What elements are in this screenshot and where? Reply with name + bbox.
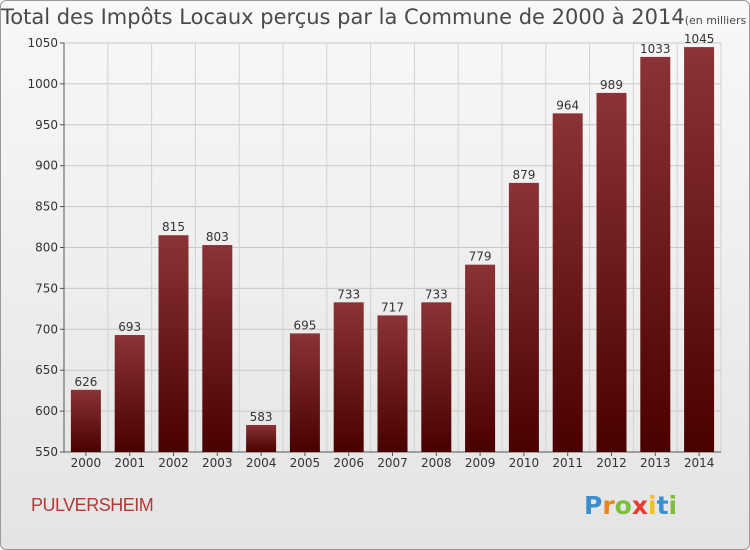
x-tick-label-2013: 2013 (640, 456, 671, 470)
y-tick-label: 650 (35, 363, 58, 377)
x-tick-label-2002: 2002 (158, 456, 189, 470)
bar-2007 (377, 315, 408, 452)
logo-letter: x (631, 491, 648, 520)
x-tick-label-2012: 2012 (596, 456, 627, 470)
y-tick-label: 800 (35, 241, 58, 255)
bar-2005 (289, 333, 320, 452)
value-label-2004: 583 (250, 410, 273, 424)
x-tick-label-2004: 2004 (246, 456, 277, 470)
logo-letter: r (602, 491, 615, 520)
value-label-2006: 733 (337, 287, 360, 301)
value-label-2013: 1033 (640, 42, 671, 56)
y-tick-label: 550 (35, 445, 58, 459)
commune-name: PULVERSHEIM (31, 495, 154, 515)
value-label-2002: 815 (162, 220, 185, 234)
bar-2011 (552, 113, 583, 453)
bar-2014 (684, 47, 715, 453)
x-tick-label-2000: 2000 (71, 456, 102, 470)
bar-2012 (596, 92, 627, 452)
x-tick-label-2003: 2003 (202, 456, 233, 470)
x-tick-label-2009: 2009 (465, 456, 496, 470)
x-tick-label-2011: 2011 (552, 456, 583, 470)
proxiti-logo: Proxiti (584, 491, 677, 520)
logo-letter: i (648, 491, 657, 520)
value-label-2012: 989 (600, 78, 623, 92)
bar-2004 (246, 425, 277, 452)
logo-letter: i (668, 491, 678, 520)
bar-2000 (70, 389, 101, 452)
chart-title: Total des Impôts Locaux perçus par la Co… (1, 5, 749, 29)
value-label-2005: 695 (293, 318, 316, 332)
x-tick-label-2010: 2010 (509, 456, 540, 470)
bar-2001 (114, 335, 145, 452)
value-label-2010: 879 (512, 168, 535, 182)
chart-title-text: Total des Impôts Locaux perçus par la Co… (1, 5, 685, 29)
logo-letter: o (614, 491, 632, 520)
logo-letter: t (656, 491, 669, 520)
value-label-2001: 693 (118, 320, 141, 334)
value-label-2000: 626 (74, 375, 97, 389)
value-label-2008: 733 (425, 287, 448, 301)
y-tick-label: 1000 (27, 77, 58, 91)
x-tick-label-2006: 2006 (333, 456, 364, 470)
y-tick-label: 750 (35, 281, 58, 295)
logo-letter: P (584, 491, 603, 520)
y-tick-label: 700 (35, 322, 58, 336)
x-tick-label-2007: 2007 (377, 456, 408, 470)
bar-2002 (158, 235, 189, 452)
y-tick-label: 850 (35, 200, 58, 214)
y-tick-label: 1050 (27, 36, 58, 50)
value-label-2011: 964 (556, 98, 579, 112)
value-label-2014: 1045 (684, 32, 715, 46)
bar-2013 (640, 56, 671, 452)
x-tick-label-2005: 2005 (290, 456, 321, 470)
x-tick-label-2001: 2001 (114, 456, 145, 470)
value-label-2003: 803 (206, 230, 229, 244)
bar-2006 (333, 302, 364, 452)
x-tick-label-2008: 2008 (421, 456, 452, 470)
x-tick-label-2014: 2014 (684, 456, 715, 470)
value-label-2007: 717 (381, 300, 404, 314)
bar-2008 (421, 302, 452, 452)
bar-2010 (508, 182, 539, 453)
chart-unit-label: (en milliers d'€) (684, 14, 749, 27)
y-tick-label: 950 (35, 118, 58, 132)
y-tick-label: 900 (35, 159, 58, 173)
bar-2003 (202, 245, 233, 452)
value-label-2009: 779 (469, 250, 492, 264)
bar-2009 (465, 264, 496, 452)
y-tick-label: 600 (35, 404, 58, 418)
